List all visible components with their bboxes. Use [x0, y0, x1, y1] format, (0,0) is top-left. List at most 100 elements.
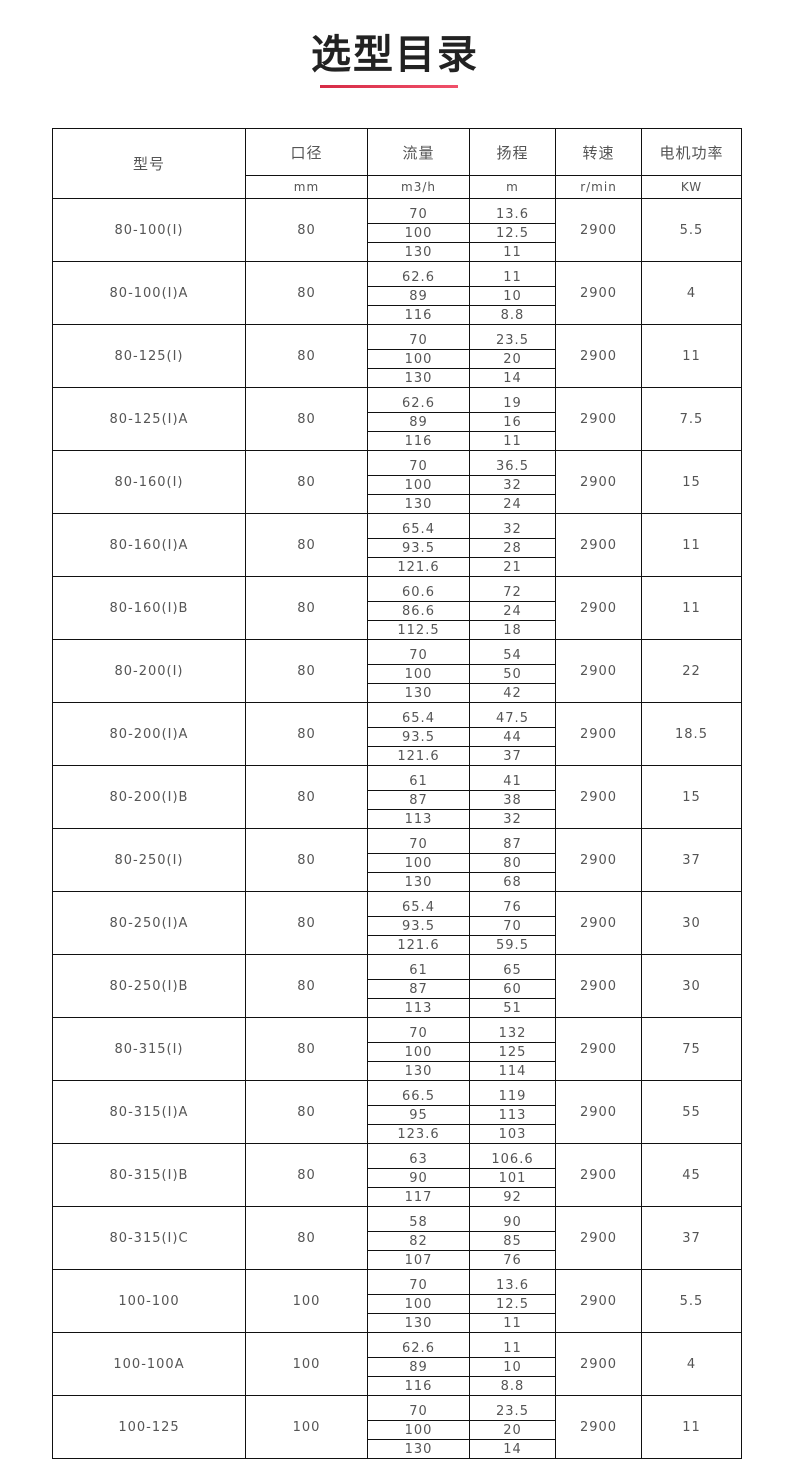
- head-cell: 50: [469, 664, 556, 684]
- diameter-cell: 80: [245, 513, 368, 577]
- head-cell: 24: [469, 601, 556, 621]
- speed-cell: 2900: [555, 1332, 642, 1396]
- header-power: 电机功率: [641, 128, 742, 176]
- flow-cell: 121.6: [367, 746, 470, 766]
- power-cell: 37: [641, 1206, 742, 1270]
- flow-cell: 123.6: [367, 1124, 470, 1144]
- speed-cell: 2900: [555, 702, 642, 766]
- power-cell: 18.5: [641, 702, 742, 766]
- model-cell: 80-160(I): [52, 450, 246, 514]
- head-cell: 21: [469, 557, 556, 577]
- head-cell: 65: [469, 954, 556, 980]
- diameter-cell: 80: [245, 639, 368, 703]
- flow-cell: 61: [367, 954, 470, 980]
- speed-cell: 2900: [555, 450, 642, 514]
- head-cell: 41: [469, 765, 556, 791]
- head-cell: 38: [469, 790, 556, 810]
- power-cell: 11: [641, 1395, 742, 1459]
- model-cell: 100-100A: [52, 1332, 246, 1396]
- flow-cell: 100: [367, 349, 470, 369]
- flow-cell: 87: [367, 979, 470, 999]
- flow-cell: 100: [367, 853, 470, 873]
- flow-cell: 116: [367, 431, 470, 451]
- flow-cell: 130: [367, 494, 470, 514]
- flow-cell: 58: [367, 1206, 470, 1232]
- flow-cell: 61: [367, 765, 470, 791]
- unit-head: m: [469, 175, 556, 199]
- head-cell: 10: [469, 1357, 556, 1377]
- diameter-cell: 80: [245, 324, 368, 388]
- head-cell: 14: [469, 1439, 556, 1459]
- head-cell: 20: [469, 1420, 556, 1440]
- model-cell: 80-250(I)A: [52, 891, 246, 955]
- power-cell: 4: [641, 261, 742, 325]
- head-cell: 11: [469, 431, 556, 451]
- head-cell: 42: [469, 683, 556, 703]
- header-speed: 转速: [555, 128, 642, 176]
- flow-cell: 70: [367, 198, 470, 224]
- head-cell: 106.6: [469, 1143, 556, 1169]
- flow-cell: 121.6: [367, 557, 470, 577]
- unit-power: KW: [641, 175, 742, 199]
- power-cell: 7.5: [641, 387, 742, 451]
- head-cell: 125: [469, 1042, 556, 1062]
- speed-cell: 2900: [555, 639, 642, 703]
- model-cell: 100-100: [52, 1269, 246, 1333]
- power-cell: 4: [641, 1332, 742, 1396]
- flow-cell: 130: [367, 872, 470, 892]
- diameter-cell: 100: [245, 1332, 368, 1396]
- head-cell: 14: [469, 368, 556, 388]
- flow-cell: 121.6: [367, 935, 470, 955]
- flow-cell: 93.5: [367, 538, 470, 558]
- speed-cell: 2900: [555, 198, 642, 262]
- head-cell: 90: [469, 1206, 556, 1232]
- flow-cell: 130: [367, 683, 470, 703]
- model-cell: 80-125(I)A: [52, 387, 246, 451]
- model-cell: 80-160(I)A: [52, 513, 246, 577]
- head-cell: 12.5: [469, 223, 556, 243]
- power-cell: 22: [641, 639, 742, 703]
- header-head: 扬程: [469, 128, 556, 176]
- power-cell: 55: [641, 1080, 742, 1144]
- head-cell: 11: [469, 242, 556, 262]
- flow-cell: 70: [367, 324, 470, 350]
- speed-cell: 2900: [555, 576, 642, 640]
- speed-cell: 2900: [555, 1080, 642, 1144]
- speed-cell: 2900: [555, 1143, 642, 1207]
- model-cell: 80-100(I)A: [52, 261, 246, 325]
- speed-cell: 2900: [555, 1017, 642, 1081]
- head-cell: 24: [469, 494, 556, 514]
- flow-cell: 63: [367, 1143, 470, 1169]
- flow-cell: 62.6: [367, 261, 470, 287]
- head-cell: 16: [469, 412, 556, 432]
- speed-cell: 2900: [555, 828, 642, 892]
- power-cell: 37: [641, 828, 742, 892]
- diameter-cell: 80: [245, 1143, 368, 1207]
- head-cell: 32: [469, 475, 556, 495]
- power-cell: 15: [641, 450, 742, 514]
- head-cell: 23.5: [469, 1395, 556, 1421]
- diameter-cell: 80: [245, 702, 368, 766]
- head-cell: 87: [469, 828, 556, 854]
- model-cell: 80-315(I)B: [52, 1143, 246, 1207]
- unit-dia: mm: [245, 175, 368, 199]
- flow-cell: 100: [367, 1294, 470, 1314]
- speed-cell: 2900: [555, 1395, 642, 1459]
- head-cell: 92: [469, 1187, 556, 1207]
- flow-cell: 89: [367, 412, 470, 432]
- flow-cell: 70: [367, 1269, 470, 1295]
- head-cell: 68: [469, 872, 556, 892]
- head-cell: 132: [469, 1017, 556, 1043]
- flow-cell: 130: [367, 368, 470, 388]
- flow-cell: 70: [367, 1395, 470, 1421]
- flow-cell: 65.4: [367, 702, 470, 728]
- model-cell: 80-160(I)B: [52, 576, 246, 640]
- model-cell: 80-200(I)B: [52, 765, 246, 829]
- flow-cell: 93.5: [367, 916, 470, 936]
- head-cell: 85: [469, 1231, 556, 1251]
- unit-speed: r/min: [555, 175, 642, 199]
- head-cell: 18: [469, 620, 556, 640]
- flow-cell: 90: [367, 1168, 470, 1188]
- diameter-cell: 80: [245, 576, 368, 640]
- flow-cell: 100: [367, 223, 470, 243]
